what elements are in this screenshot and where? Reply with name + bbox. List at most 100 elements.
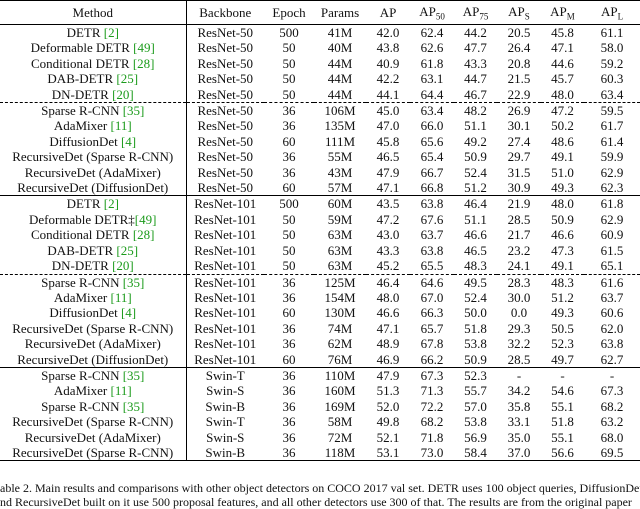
- caption-line: able 2. Main results and comparisons wit…: [0, 481, 640, 495]
- value-cell: 50.9: [464, 149, 487, 165]
- header-cell: Method: [0, 0, 187, 25]
- value-cell: 67.8: [420, 336, 444, 352]
- method-name: Sparse R-CNN: [41, 274, 120, 290]
- method-name: Conditional DETR: [30, 227, 130, 243]
- value-cell: 64.4: [420, 86, 444, 102]
- value-cell: 36: [264, 444, 314, 462]
- citation: [28]: [132, 55, 155, 71]
- citation: [35]: [122, 398, 145, 414]
- citation: [28]: [132, 227, 155, 243]
- value-cell: 55.1: [551, 398, 574, 414]
- value-cell: ResNet-50: [197, 118, 254, 134]
- value-cell: 52.3: [454, 366, 497, 384]
- value-cell: 50: [282, 211, 296, 227]
- header-text: Method: [72, 4, 113, 20]
- results-table: Method Backbone Epoch Params AP AP50 AP75 APS AP…: [0, 0, 640, 462]
- table-row: Sparse R-CNN [35] Swin-B 36 169M 52.0 72.2 57.…: [0, 398, 640, 415]
- citation: [4]: [120, 305, 137, 321]
- value-cell: 51.1: [464, 211, 487, 227]
- value-cell: ResNet-50: [197, 133, 254, 149]
- citation: [25]: [116, 71, 139, 87]
- value-cell: ResNet-101: [194, 227, 257, 243]
- value-cell: 51.1: [464, 118, 487, 134]
- method-name: RecursiveDet (DiffusionDet): [17, 351, 169, 367]
- header-subscript: S: [524, 11, 530, 22]
- value-cell: 36: [282, 289, 296, 305]
- value-cell: 24.1: [507, 258, 531, 274]
- value-cell: 48.0: [376, 289, 400, 305]
- value-cell: 72M: [327, 429, 353, 445]
- value-cell: 0.0: [510, 305, 528, 321]
- method-cell: RecursiveDet (Sparse R-CNN): [0, 320, 187, 337]
- table-row: DETR [2] ResNet-101 500 60M 43.5 63.8 46.4 21.9…: [0, 195, 640, 212]
- value-cell: ResNet-50: [197, 71, 254, 87]
- value-cell: 52.4: [464, 164, 487, 180]
- value-cell: 44.6: [551, 55, 574, 71]
- value-cell: 36: [282, 164, 296, 180]
- value-cell: ResNet-101: [186, 273, 264, 290]
- value-cell: Swin-S: [206, 383, 245, 399]
- value-cell: 20.5: [497, 24, 541, 41]
- method-cell: Sparse R-CNN [35]: [0, 366, 187, 384]
- table-row: Sparse R-CNN [35] ResNet-50 36 106M 45.0 63.4…: [0, 102, 640, 119]
- header-cell: APM: [541, 0, 584, 25]
- table-row: DAB-DETR [25] ResNet-101 50 63M 43.3 63.8 46.5…: [0, 242, 640, 259]
- value-cell: 53.8: [464, 414, 487, 430]
- value-cell: 62.9: [600, 211, 624, 227]
- value-cell: 50.0: [464, 305, 487, 321]
- value-cell: ResNet-101: [194, 258, 257, 274]
- value-cell: 62.9: [600, 164, 624, 180]
- value-cell: Swin-B: [186, 444, 264, 462]
- method-cell: Conditional DETR [28]: [0, 55, 187, 72]
- method-name: RecursiveDet (Sparse R-CNN): [12, 444, 174, 460]
- value-cell: 42.2: [376, 71, 400, 87]
- method-name: AdaMixer: [53, 118, 108, 134]
- value-cell: 44.2: [454, 24, 497, 41]
- value-cell: Swin-T: [205, 414, 245, 430]
- method-cell: RecursiveDet (AdaMixer): [0, 336, 187, 352]
- value-cell: 47.3: [551, 242, 574, 258]
- header-cell: AP75: [454, 0, 497, 25]
- method-name: Conditional DETR: [30, 55, 130, 71]
- table-row: RecursiveDet (AdaMixer) ResNet-101 36 62M 48…: [0, 336, 640, 352]
- value-cell: 169M: [324, 398, 356, 414]
- value-cell: 63M: [327, 227, 353, 243]
- method-cell: RecursiveDet (DiffusionDet): [0, 351, 187, 368]
- value-cell: 49.1: [551, 149, 574, 165]
- value-cell: 65.5: [420, 258, 444, 274]
- value-cell: 43.3: [464, 55, 487, 71]
- value-cell: 53.8: [464, 336, 487, 352]
- value-cell: 71.8: [420, 429, 444, 445]
- table-row: DETR [2] ResNet-50 500 41M 42.0 62.4 44.2 20.5 4…: [0, 24, 640, 41]
- value-cell: 44M: [327, 86, 353, 102]
- table-row: Sparse R-CNN [35] Swin-T 36 110M 47.9 67.3 52.…: [0, 366, 640, 384]
- value-cell: 71.3: [420, 383, 444, 399]
- citation: [11]: [110, 289, 132, 305]
- method-name: DiffusionDet: [49, 133, 118, 149]
- table-row: RecursiveDet (DiffusionDet) ResNet-101 60 7…: [0, 351, 640, 368]
- value-cell: 49.3: [551, 180, 574, 196]
- table-row: RecursiveDet (Sparse R-CNN) Swin-T 36 58M 49…: [0, 414, 640, 430]
- caption-line: nd RecursiveDet built on it use 500 prop…: [0, 495, 632, 509]
- value-cell: 20.8: [507, 55, 531, 71]
- method-cell: DiffusionDet [4]: [0, 133, 187, 150]
- value-cell: 48.6: [551, 133, 574, 149]
- value-cell: 30.9: [507, 180, 531, 196]
- citation: [20]: [112, 258, 134, 274]
- value-cell: 110M: [314, 366, 366, 384]
- value-cell: 28.5: [507, 211, 531, 227]
- method-cell: RecursiveDet (Sparse R-CNN): [0, 149, 187, 165]
- value-cell: 68.0: [600, 429, 624, 445]
- value-cell: 49.8: [376, 414, 400, 430]
- value-cell: 47.1: [551, 40, 574, 56]
- header-text: AP: [508, 3, 525, 19]
- value-cell: 61.7: [600, 118, 624, 134]
- value-cell: 60.3: [600, 71, 624, 87]
- citation: [25]: [116, 242, 139, 258]
- method-cell: Sparse R-CNN [35]: [0, 273, 187, 290]
- caption: able 2. Main results and comparisons wit…: [0, 481, 640, 509]
- value-cell: 50: [282, 40, 296, 56]
- table-row: DiffusionDet [4] ResNet-101 60 130M 46.6 66.3…: [0, 305, 640, 321]
- value-cell: 50: [282, 258, 296, 274]
